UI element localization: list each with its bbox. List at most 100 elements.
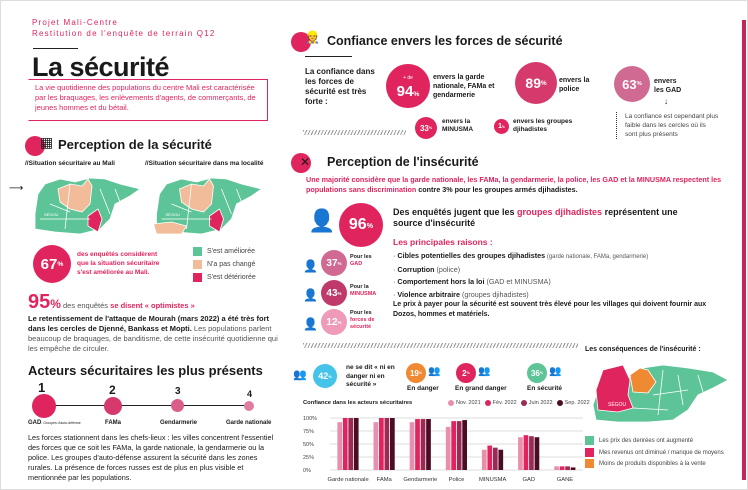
section-title-confiance: Confiance envers les forces de sécurité — [327, 34, 563, 48]
section-dot — [291, 153, 311, 173]
mourah-paragraph: Le retentissement de l'attaque de Mourah… — [28, 314, 278, 353]
map-region-deteriorated — [87, 208, 103, 233]
people-icon: 👥 — [293, 369, 307, 381]
legend-item: Nov. 2021 — [448, 400, 481, 406]
insec-37-label: Pour les GAD — [350, 254, 372, 267]
person-icons: 👤 👤 👤 — [303, 259, 318, 331]
reasons-title: Les principales raisons : — [393, 237, 493, 247]
legend-deteriorated: S'est détériorée — [193, 271, 256, 284]
person-icon: 👤 — [308, 208, 336, 233]
map2-title: //Situation sécuritaire dans ma localité — [145, 160, 264, 167]
bar-Fév. 2022-MINUSMA — [487, 445, 493, 470]
bar-Nov. 2021-Garde nationale — [337, 422, 343, 470]
bar-Nov. 2021-MINUSMA — [481, 449, 487, 470]
conf-note: La confiance est cependant plus faible d… — [616, 112, 720, 139]
y-tick-label: 50% — [303, 442, 314, 448]
rank-2: 2 — [109, 383, 116, 397]
legend-products: Moins de produits disponibles à la vente — [585, 459, 724, 471]
map-locality: SÉGOU — [152, 177, 263, 235]
bar-Nov. 2021-GANE — [554, 466, 559, 470]
accent-bar — [742, 20, 746, 480]
actor-circle-fama — [104, 397, 122, 415]
bar-Sep. 2022-GAD — [534, 437, 540, 470]
people-icon: 👥 — [478, 366, 491, 377]
bar-Fév. 2022-GANE — [559, 466, 565, 470]
bar-Juin 2022-MINUSMA — [492, 447, 498, 470]
bar-Sep. 2022-Garde nationale — [353, 418, 359, 470]
bar-Sep. 2022-GANE — [570, 467, 576, 470]
bar-Juin 2022-GANE — [565, 466, 570, 470]
bar-Sep. 2022-MINUSMA — [498, 449, 504, 470]
conf-1-circle: 1% — [494, 119, 509, 134]
conf-63-label: envers les GAD — [654, 78, 682, 94]
x-tick-label: Police — [449, 477, 465, 483]
actor-label-gendarmerie: Gendarmerie — [160, 420, 198, 426]
bar-Fév. 2022-FAMa — [379, 418, 384, 470]
insec-43-label: Pour la MINUSMA — [350, 284, 377, 297]
rank-4: 4 — [247, 389, 253, 399]
rank-3: 3 — [175, 386, 181, 397]
conf-94-circle: + de 94% — [386, 64, 430, 108]
danger-19-circle: 19% — [406, 363, 426, 383]
bar-Sep. 2022-Gendarmerie — [426, 419, 431, 470]
bar-Nov. 2021-Gendarmerie — [409, 422, 415, 470]
map-mali: SÉGOU — [34, 177, 141, 235]
bar-Sep. 2022-Police — [462, 420, 467, 470]
map-label: SÉGOU — [44, 212, 59, 217]
actor-label-fama: FAMa — [105, 420, 122, 426]
optimists-line: 95% des enquêtés se disent « optimistes … — [28, 291, 195, 313]
reason-item: · Violence arbitraire (groupes djihadist… — [393, 289, 529, 299]
insec-12-circle: 12% — [321, 309, 347, 335]
conf-89-circle: 89% — [515, 62, 557, 104]
danger-2-circle: 2% — [456, 363, 476, 383]
x-tick-label: MINUSMA — [479, 477, 507, 483]
actors-title: Acteurs sécuritaires les plus présents — [28, 363, 263, 378]
consequences-legend: Les prix des denrées ont augmenté Mes re… — [585, 436, 724, 471]
title-rule — [33, 48, 78, 49]
y-tick-label: 75% — [303, 429, 314, 435]
legend-prices: Les prix des denrées ont augmenté — [585, 436, 724, 448]
confiance-lead: La confiance dans les forces de sécurité… — [305, 67, 375, 106]
arrow-icon: ⟶ — [9, 183, 24, 194]
bar-Fév. 2022-Garde nationale — [342, 418, 348, 470]
intro-box: La vie quotidienne des populations du ce… — [28, 79, 268, 121]
legend-item: Sep. 2022 — [556, 400, 590, 406]
map-label: SÉGOU — [166, 212, 181, 217]
rank-1: 1 — [38, 380, 46, 395]
stat-unit: % — [57, 260, 64, 268]
conf-94-label: envers la garde nationale, FAMa et genda… — [433, 74, 495, 99]
price-text: Le prix à payer pour la sécurité est sou… — [393, 301, 707, 318]
map1-title: //Situation sécuritaire au Mali — [25, 160, 115, 167]
stat-67-text: des enquêtés considèrent que la situatio… — [77, 251, 160, 276]
bar-chart: 0% 25% 50% 75% 100% Garde nationale FAMa Gendar… — [303, 416, 583, 483]
x-tick-label: Garde nationale — [327, 477, 368, 483]
x-tick-label: GANE — [557, 477, 574, 483]
hatched-divider — [303, 130, 406, 135]
reason-item: · Cibles potentielles des groupes djihad… — [393, 251, 649, 260]
map-region-unchanged — [57, 178, 93, 213]
conf-33-circle: 33% — [415, 117, 437, 139]
map-region-deteriorated — [209, 208, 224, 233]
rifle-icon: ✕ — [300, 155, 311, 169]
bar-Fév. 2022-GAD — [523, 435, 529, 470]
section-dot — [25, 136, 45, 156]
legend-improved: S'est améliorée — [193, 245, 256, 258]
actor-circle-gad — [32, 394, 56, 418]
reason-item: · Corruption (police) — [393, 264, 461, 274]
insec-96-circle: 96% — [339, 203, 383, 247]
insecurite-intro: Une majorité considère que la garde nati… — [306, 175, 722, 194]
map-consequences: SÉGOU — [592, 364, 729, 423]
x-tick-label: FAMa — [377, 477, 393, 483]
bar-Fév. 2022-Gendarmerie — [415, 419, 420, 470]
map-region-products — [629, 367, 657, 394]
stat-67-circle: 67% — [33, 245, 71, 283]
y-tick-label: 25% — [303, 455, 314, 461]
danger-36-circle: 36% — [527, 363, 547, 383]
map-label: SÉGOU — [608, 401, 626, 408]
bar-Juin 2022-GAD — [529, 436, 534, 470]
actor-label-gad: GAD: Groupes d'auto-défense — [28, 420, 81, 426]
legend-unchanged: N'a pas changé — [193, 258, 256, 271]
bar-Nov. 2021-FAMa — [373, 422, 379, 470]
legend-item: Fév. 2022 — [484, 400, 517, 406]
danger-36-label: En sécurité — [527, 385, 563, 392]
